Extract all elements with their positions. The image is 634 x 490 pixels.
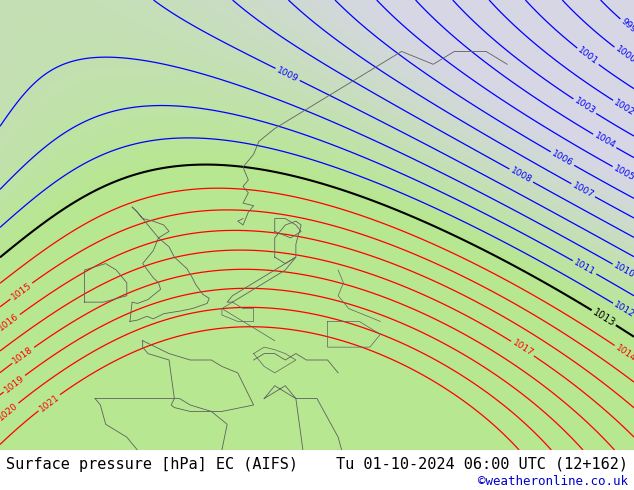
Text: Tu 01-10-2024 06:00 UTC (12+162): Tu 01-10-2024 06:00 UTC (12+162) <box>335 457 628 471</box>
Text: 1013: 1013 <box>591 307 617 328</box>
Text: ©weatheronline.co.uk: ©weatheronline.co.uk <box>477 475 628 488</box>
Text: 1007: 1007 <box>571 181 595 200</box>
Text: 1003: 1003 <box>573 96 597 116</box>
Text: 1018: 1018 <box>11 345 35 366</box>
Text: 1011: 1011 <box>573 258 597 277</box>
Text: 1019: 1019 <box>3 373 26 394</box>
Text: 1004: 1004 <box>593 131 617 150</box>
Text: 1021: 1021 <box>37 392 61 413</box>
Text: 1016: 1016 <box>0 312 21 333</box>
Text: 1009: 1009 <box>275 65 300 84</box>
Text: 1020: 1020 <box>0 401 20 422</box>
Text: 1001: 1001 <box>576 46 600 67</box>
Text: 1014: 1014 <box>614 343 634 363</box>
Text: 1017: 1017 <box>510 339 534 359</box>
Text: 1002: 1002 <box>612 98 634 117</box>
Text: 1010: 1010 <box>612 261 634 280</box>
Text: Surface pressure [hPa] EC (AIFS): Surface pressure [hPa] EC (AIFS) <box>6 457 299 471</box>
Text: 1012: 1012 <box>612 300 634 320</box>
Text: 1015: 1015 <box>10 281 33 301</box>
Text: 1008: 1008 <box>509 166 533 185</box>
Text: 1005: 1005 <box>612 164 634 183</box>
Text: 999: 999 <box>619 17 634 35</box>
Text: 1006: 1006 <box>550 149 574 168</box>
Text: 1000: 1000 <box>613 45 634 66</box>
